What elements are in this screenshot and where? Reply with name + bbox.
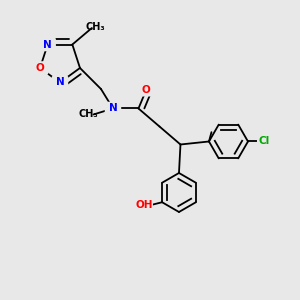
FancyBboxPatch shape — [39, 38, 56, 51]
Text: CH₃: CH₃ — [78, 110, 98, 119]
Text: CH₃: CH₃ — [86, 22, 106, 32]
Text: N: N — [56, 77, 64, 88]
FancyBboxPatch shape — [136, 199, 153, 211]
Text: N: N — [43, 40, 52, 50]
FancyBboxPatch shape — [257, 136, 272, 148]
FancyBboxPatch shape — [139, 85, 154, 97]
FancyBboxPatch shape — [32, 61, 48, 75]
FancyBboxPatch shape — [52, 76, 68, 89]
FancyBboxPatch shape — [105, 102, 121, 115]
Text: N: N — [109, 103, 117, 113]
Text: OH: OH — [136, 200, 153, 210]
Text: O: O — [36, 63, 44, 73]
Text: O: O — [142, 85, 150, 95]
Text: Cl: Cl — [259, 136, 270, 146]
